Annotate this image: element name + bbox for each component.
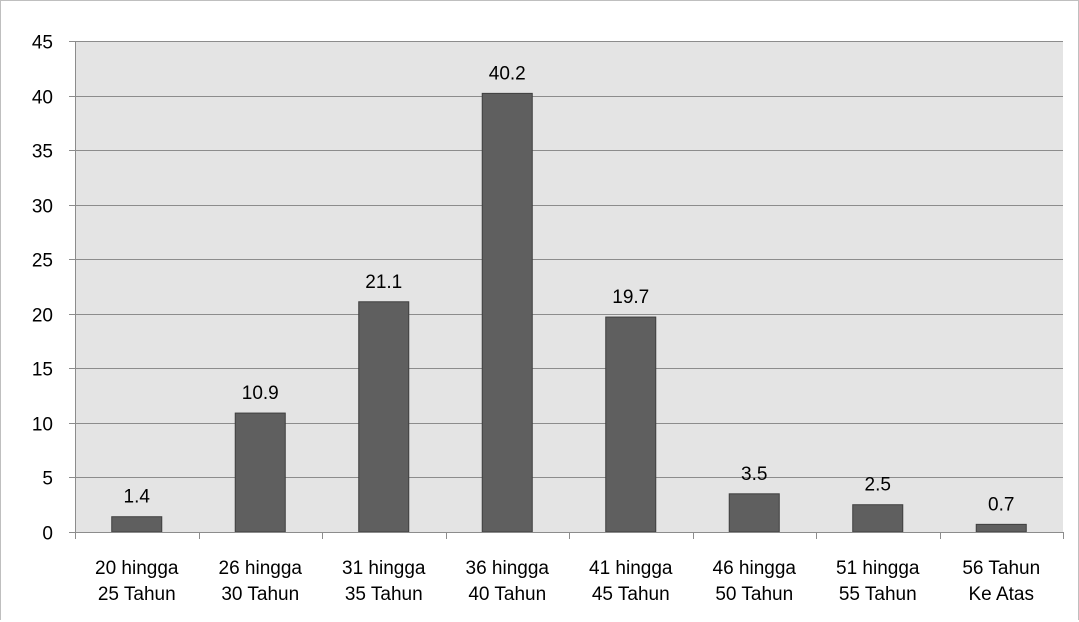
bar [111,516,163,533]
x-tick-label: 26 hingga [219,558,303,579]
plot-area [75,41,1063,532]
x-tick-label: 25 Tahun [98,584,176,605]
bar [481,92,533,533]
bar [852,504,904,533]
y-tick-label: 10 [32,415,53,436]
data-label: 0.7 [988,494,1014,515]
y-tick-label: 30 [32,197,53,218]
x-tick-label: 31 hingga [342,558,426,579]
x-tick-label: Ke Atas [969,584,1035,605]
y-tick-label: 20 [32,306,53,327]
data-label: 19.7 [612,287,649,308]
y-tick-label: 0 [42,524,53,545]
x-tick-label: 20 hingga [95,558,179,579]
x-tick-label: 45 Tahun [592,584,670,605]
x-tick-label: 30 Tahun [221,584,299,605]
x-tick-label: 40 Tahun [468,584,546,605]
x-tick-label: 46 hingga [713,558,797,579]
y-tick-label: 5 [42,469,53,490]
x-tick-label: 50 Tahun [715,584,793,605]
bar [234,412,286,533]
x-tick-label: 55 Tahun [839,584,917,605]
x-tick-label: 56 Tahun [962,558,1040,579]
bar [975,523,1027,533]
bar [728,493,780,533]
axes [75,41,1064,539]
data-label: 10.9 [242,383,279,404]
y-tick-label: 40 [32,88,53,109]
y-tick-label: 25 [32,251,53,272]
x-tick-label: 51 hingga [836,558,920,579]
bar [605,316,657,533]
data-labels: 1.4 10.9 21.1 40.2 19.7 3.5 2.5 0.7 [124,63,1015,515]
data-label: 21.1 [365,272,402,293]
x-tick-label: 36 hingga [466,558,550,579]
x-tick-label: 41 hingga [589,558,673,579]
y-tick-label: 45 [32,33,53,54]
x-tick-labels: 20 hingga 25 Tahun 26 hingga 30 Tahun 31 hin… [95,558,1040,605]
data-label: 1.4 [124,487,151,508]
bars [111,92,1027,533]
x-tick-label: 35 Tahun [345,584,423,605]
data-label: 40.2 [489,63,526,84]
data-label: 2.5 [865,475,891,496]
y-tick-labels: 0 5 10 15 20 25 30 35 40 45 [32,33,53,545]
bar [358,301,410,533]
data-label: 3.5 [741,464,767,485]
y-tick-label: 15 [32,360,53,381]
y-tick-label: 35 [32,142,53,163]
